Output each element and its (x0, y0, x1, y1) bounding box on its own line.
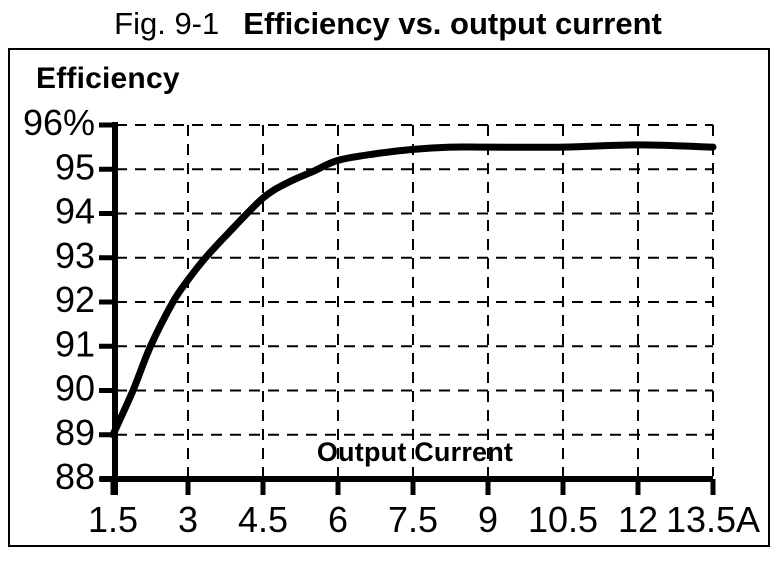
figure-caption: Efficiency vs. output current (243, 6, 662, 41)
x-tick-label: 4.5 (238, 499, 288, 540)
x-axis-title: Output Current (316, 437, 514, 467)
efficiency-curve (109, 141, 717, 439)
x-tick-label: 1.5 (88, 499, 138, 540)
y-tick-label: 91 (55, 323, 95, 364)
y-axis-title: Efficiency (36, 62, 180, 95)
x-tick-label: 10.5 (528, 499, 598, 540)
y-tick-label: 89 (55, 412, 95, 453)
x-tick-label: 12 (618, 499, 658, 540)
y-tick-label: 90 (55, 368, 95, 409)
x-tick-label: 9 (478, 499, 498, 540)
y-tick-label: 93 (55, 235, 95, 276)
y-tick-label: 94 (55, 191, 95, 232)
x-tick-label: 3 (178, 499, 198, 540)
y-tick-label: 95 (55, 146, 95, 187)
y-tick-label: 92 (55, 279, 95, 320)
x-tick-label: 7.5 (388, 499, 438, 540)
y-tick-label: 88 (55, 456, 95, 497)
x-tick-label: 13.5A (666, 499, 760, 540)
figure-title: Fig. 9-1 Efficiency vs. output current (0, 4, 776, 44)
figure-number: Fig. 9-1 (114, 6, 220, 41)
x-tick-label: 6 (328, 499, 348, 540)
y-tick-label: 96% (23, 102, 95, 143)
chart-frame (8, 48, 770, 547)
